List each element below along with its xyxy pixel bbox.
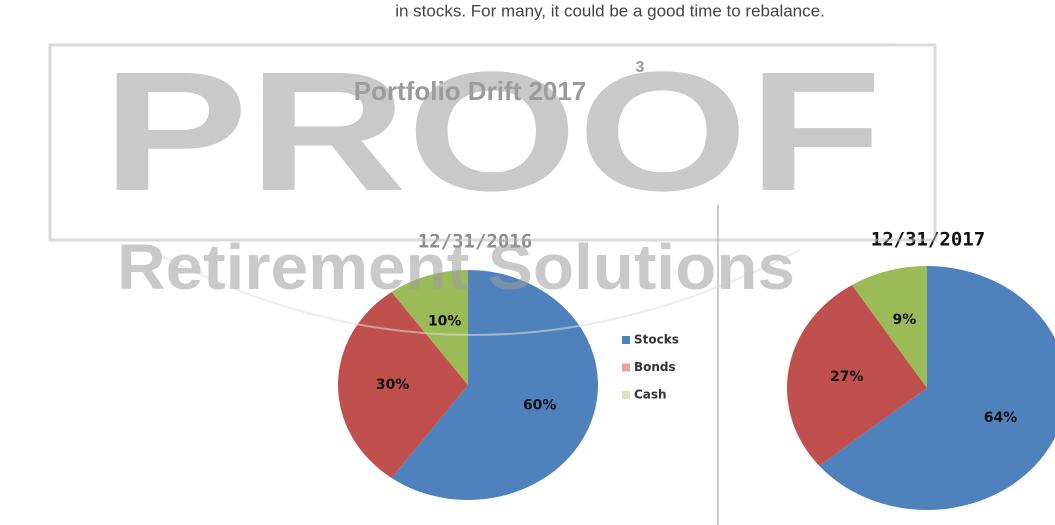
watermark-mark: PROOF <box>102 37 882 227</box>
pie-slice <box>391 270 599 501</box>
data-label: 64% <box>984 410 1018 426</box>
heading: Portfolio Drift 2017 <box>354 76 587 106</box>
legend-swatch <box>622 363 630 372</box>
pie-slice <box>819 266 1055 510</box>
watermark-arc <box>149 249 801 336</box>
watermark: PROOF Retirement Solutions <box>48 37 937 336</box>
watermark-brand: Retirement Solutions <box>117 231 795 303</box>
legend-swatch <box>622 391 630 399</box>
legend-label: Cash <box>634 388 667 402</box>
legend-label: Bonds <box>634 360 676 374</box>
legend-label: Stocks <box>634 333 679 347</box>
legend-swatch <box>622 336 630 344</box>
watermark-frame <box>48 43 937 242</box>
pie-slice <box>851 266 927 388</box>
data-label: 30% <box>376 377 410 393</box>
pie-slice <box>787 284 927 466</box>
footnote-mark: 3 <box>636 59 645 76</box>
pie-slice <box>391 270 468 385</box>
intro-text: in stocks. For many, it could be a good … <box>395 1 825 20</box>
pie-slice <box>338 291 468 479</box>
data-label: 60% <box>523 398 557 414</box>
data-label: 10% <box>428 314 462 330</box>
data-label: 9% <box>892 312 916 328</box>
data-label: 27% <box>830 369 864 385</box>
charts: 12/31/201660%30%10%StocksBondsCash12/31/… <box>338 229 1055 510</box>
